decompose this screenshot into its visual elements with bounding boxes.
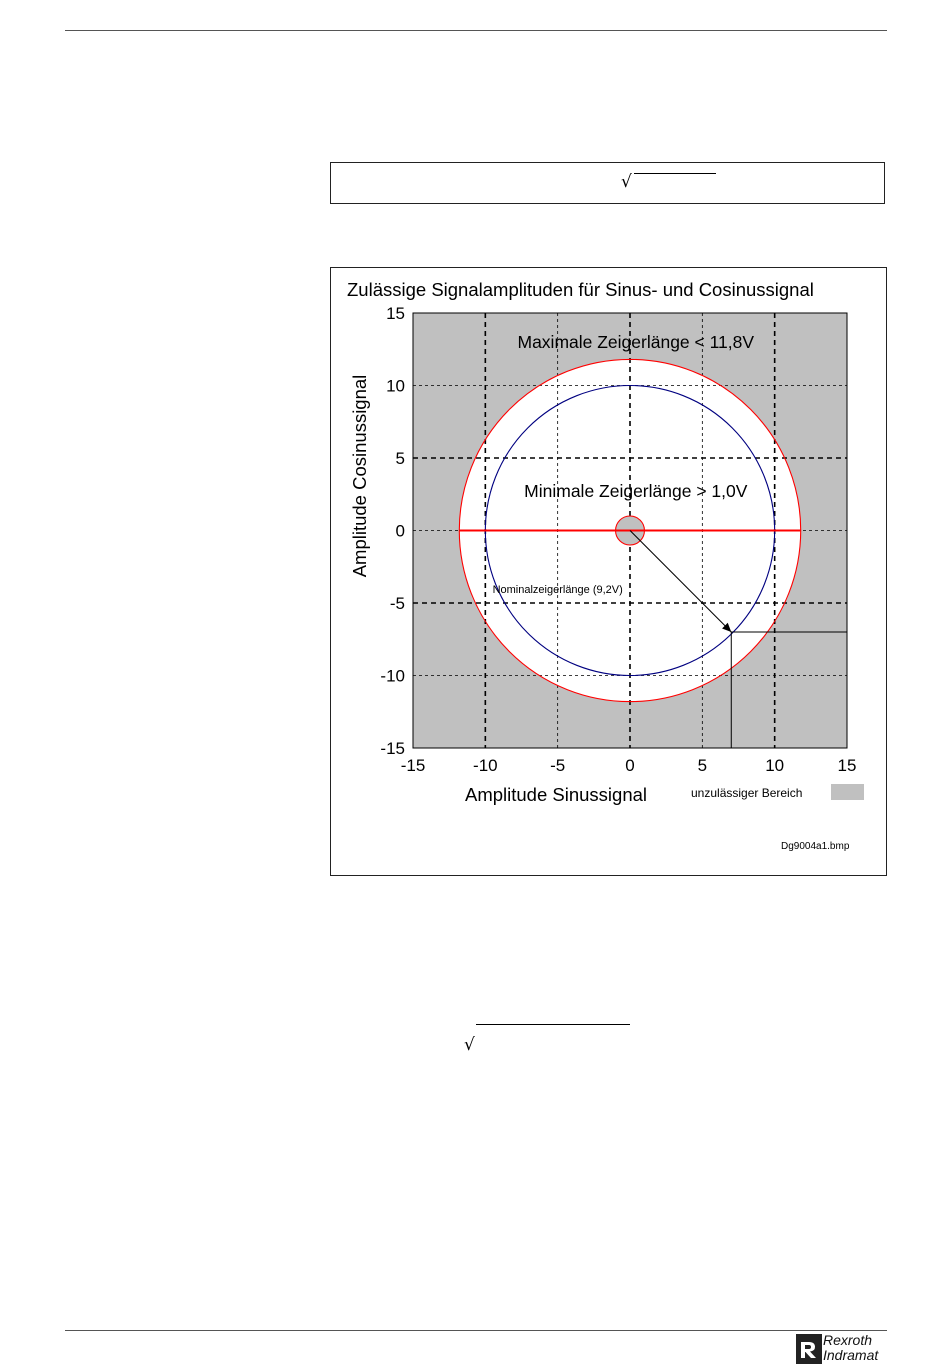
pointer-arrow-head: [722, 622, 732, 632]
x-tick-label: -10: [473, 756, 498, 775]
y-tick-label: 5: [396, 449, 405, 468]
y-tick-label: 0: [396, 522, 405, 541]
header-rule: [65, 30, 887, 31]
square-root-icon: √: [464, 1035, 475, 1055]
x-tick-label: -5: [550, 756, 565, 775]
rexroth-indramat-logo: Rexroth Indramat: [796, 1333, 888, 1365]
logo-line-1: Rexroth: [823, 1332, 873, 1348]
chart-title: Zulässige Signalamplituden für Sinus- un…: [347, 279, 814, 300]
x-tick-label: 10: [765, 756, 784, 775]
x-tick-label: -15: [401, 756, 426, 775]
y-tick-label: -15: [380, 739, 405, 758]
x-axis-label: Amplitude Sinussignal: [465, 784, 647, 805]
y-tick-label: -5: [390, 594, 405, 613]
pointer-arrow-line: [629, 530, 732, 633]
square-root-bar: [476, 1024, 630, 1025]
formula-box: √: [330, 162, 885, 204]
square-root-bar: [634, 173, 716, 174]
legend-swatch: [831, 784, 864, 800]
annotation-min-length: Minimale Zeigerlänge > 1,0V: [524, 481, 748, 501]
y-axis-label: Amplitude Cosinussignal: [349, 375, 370, 578]
y-tick-label: 15: [386, 304, 405, 323]
x-tick-label: 15: [838, 756, 857, 775]
annotation-nominal-length: Nominalzeigerlänge (9,2V): [493, 584, 623, 596]
plot-border: [412, 312, 848, 749]
footer-rule: [65, 1330, 887, 1331]
logo-mark-icon: [796, 1334, 822, 1364]
x-tick-label: 0: [625, 756, 634, 775]
amplitude-chart: Zulässige Signalamplituden für Sinus- un…: [347, 279, 864, 852]
y-tick-label: -10: [380, 667, 405, 686]
square-root-icon: √: [621, 172, 632, 192]
legend-label: unzulässiger Bereich: [691, 786, 802, 800]
logo-line-2: Indramat: [823, 1347, 879, 1363]
figure-frame: Zulässige Signalamplituden für Sinus- un…: [330, 267, 887, 876]
y-tick-label: 10: [386, 377, 405, 396]
x-tick-label: 5: [698, 756, 707, 775]
file-reference: Dg9004a1.bmp: [781, 841, 850, 852]
annotation-max-length: Maximale Zeigerlänge < 11,8V: [518, 332, 755, 352]
